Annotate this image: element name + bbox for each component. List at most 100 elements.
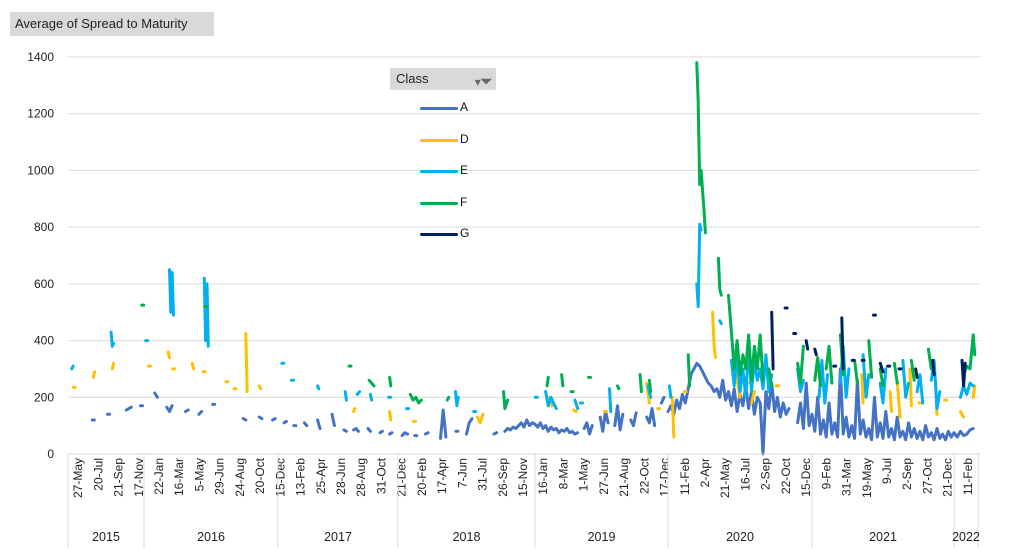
series-F-segment [616, 384, 621, 391]
series-G-segment [931, 358, 936, 377]
y-tick-label: 0 [47, 447, 54, 461]
series-D-segment [190, 361, 196, 371]
series-D-segment [670, 395, 676, 439]
series-F-segment [716, 256, 723, 297]
y-tick-label: 1200 [27, 107, 54, 121]
x-tick-label: 20-Feb [415, 458, 429, 496]
legend-swatch [420, 107, 458, 110]
series-E-segment [316, 384, 321, 391]
x-tick-label: 31-Oct [374, 457, 388, 494]
year-label: 2021 [869, 530, 897, 544]
value-field-button[interactable]: Average of Spread to Maturity [10, 12, 214, 36]
legend-label: A [460, 100, 469, 114]
series-F-segment [502, 390, 510, 411]
x-tick-label: 16-Jul [738, 458, 752, 491]
series-A-segment [241, 417, 248, 422]
x-tick-label: 28-Aug [354, 458, 368, 497]
x-tick-label: 27-Oct [920, 457, 934, 494]
series-E-segment [901, 358, 911, 399]
y-tick-label: 1400 [27, 50, 54, 64]
x-tick-label: 31-Mar [840, 458, 854, 496]
series-A-segment [197, 410, 204, 416]
series-G-segment [804, 339, 810, 351]
series-group [70, 61, 977, 456]
x-tick-label: 27-Jun [597, 458, 611, 495]
legend-label: G [460, 226, 470, 240]
series-E-segment [109, 330, 116, 348]
series-A-segment [645, 407, 657, 428]
x-tick-label: 7-Jun [455, 458, 469, 488]
series-D-segment [750, 390, 756, 405]
series-F-segment [767, 367, 774, 388]
series-E-segment [878, 367, 888, 405]
series-E-segment [861, 353, 871, 399]
series-E-segment [667, 384, 673, 399]
x-tick-label: 21-Aug [617, 458, 631, 497]
series-G [770, 306, 967, 388]
series-G-segment [914, 367, 919, 379]
series-D-segment [908, 367, 913, 408]
x-tick-label: 20-Oct [253, 457, 267, 494]
series-E-segment [695, 222, 703, 308]
series-A-segment [271, 417, 277, 422]
series-A-segment [659, 395, 666, 405]
series-A-segment [184, 408, 190, 413]
x-tick-label: 26-Sep [496, 458, 510, 497]
series-E-segment [168, 268, 175, 317]
series-D-segment [244, 332, 249, 394]
series-A-segment [302, 421, 309, 428]
series-A-segment [439, 408, 448, 440]
x-tick-label: 13-Feb [294, 458, 308, 496]
series-A-segment [666, 361, 791, 456]
series-F-segment [824, 344, 834, 385]
series-A-segment [282, 419, 288, 425]
series-F-segment [796, 344, 805, 385]
legend-class-filter[interactable]: Class ▾⏷ [390, 68, 496, 90]
x-tick-label: 28-Jun [334, 458, 348, 495]
series-D-segment [476, 412, 485, 425]
x-tick-label: 22-Oct [779, 457, 793, 494]
series-D-segment [572, 408, 578, 413]
series-F-segment [695, 61, 707, 235]
series-E-segment [368, 392, 374, 402]
series-E-segment [608, 387, 613, 413]
legend-swatch [420, 201, 458, 205]
series-D-segment [958, 410, 966, 419]
series-F-segment [367, 378, 376, 388]
series-F-segment [878, 367, 885, 388]
x-tick-label: 8-Mar [556, 458, 570, 489]
series-D-segment [166, 350, 171, 360]
series-G-segment [878, 361, 885, 374]
series-A-segment [352, 427, 360, 433]
x-tick-label: 15-Dec [273, 458, 287, 497]
series-A-segment [153, 391, 159, 399]
series-A-segment [613, 404, 625, 432]
x-tick-label: 21-Dec [941, 458, 955, 497]
year-label: 2022 [952, 530, 980, 544]
series-A-segment [582, 421, 594, 436]
x-tick-label: 24-Aug [233, 458, 247, 497]
filter-dropdown-icon[interactable]: ▾⏷ [474, 73, 492, 89]
series-A [90, 361, 975, 456]
x-axis: 27-May 20-Jul 21-Sep 17-Nov 22-Jan 16-Mar 5-Ma… [67, 453, 980, 548]
series-D-segment [352, 407, 357, 413]
series-A-segment [366, 427, 372, 433]
gridlines [68, 56, 980, 398]
series-F-segment [408, 392, 423, 405]
x-tick-label: 29-Jun [213, 458, 227, 495]
legend-label: D [460, 131, 469, 146]
series-E [70, 222, 975, 413]
series-A-segment [257, 415, 264, 421]
series-F-segment [853, 358, 859, 385]
series-A-segment [388, 431, 394, 436]
year-label: 2019 [588, 530, 616, 544]
series-F-segment [813, 356, 822, 388]
y-tick-label: 400 [34, 334, 54, 348]
series-G-segment [813, 347, 818, 357]
x-tick-label: 20-Jul [91, 458, 105, 491]
series-A-segment [165, 404, 174, 413]
x-tick-label: 31-Jul [476, 458, 490, 491]
legend-swatch [420, 170, 458, 173]
legend-label: E [460, 163, 469, 177]
